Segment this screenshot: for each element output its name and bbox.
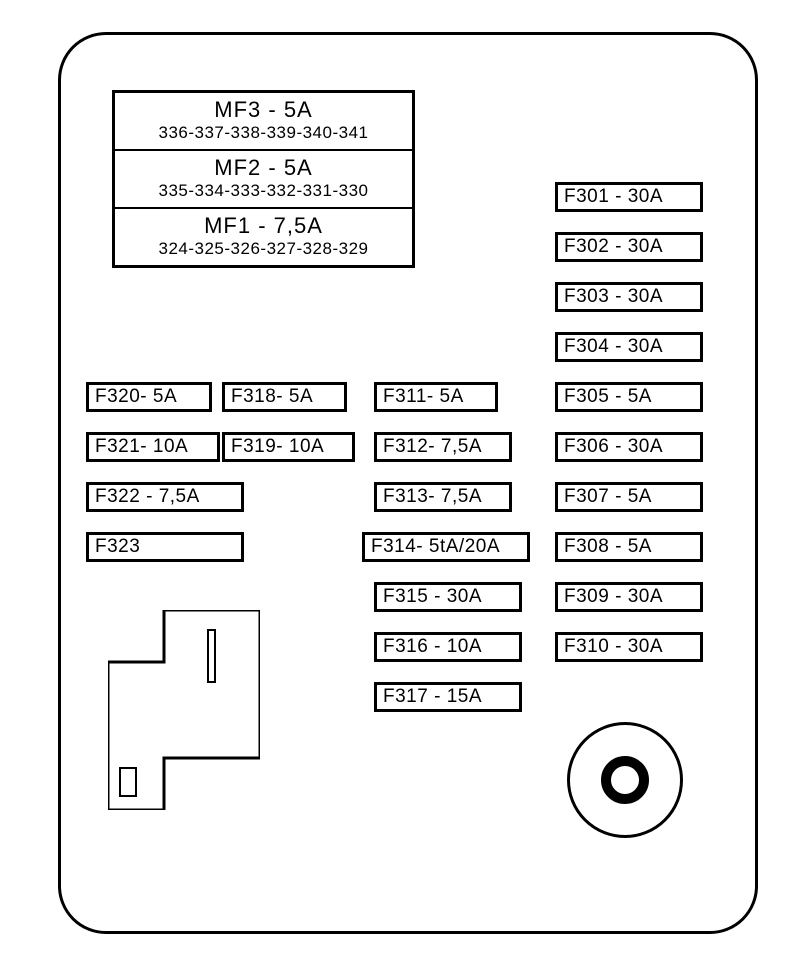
fuse-label: F310 - 30A bbox=[555, 632, 703, 662]
fuse-label: F306 - 30A bbox=[555, 432, 703, 462]
fuse-label: F316 - 10A bbox=[374, 632, 522, 662]
fuse-label: F308 - 5A bbox=[555, 532, 703, 562]
mf-subtitle: 335-334-333-332-331-330 bbox=[121, 181, 406, 201]
fuse-label: F302 - 30A bbox=[555, 232, 703, 262]
mf-fuse-block: MF3 - 5A 336-337-338-339-340-341 MF2 - 5… bbox=[112, 90, 415, 268]
fuse-label: F314- 5tA/20A bbox=[362, 532, 530, 562]
mf-row: MF1 - 7,5A 324-325-326-327-328-329 bbox=[115, 209, 412, 265]
mount-hole-inner-icon bbox=[601, 756, 649, 804]
fuse-label: F312- 7,5A bbox=[374, 432, 512, 462]
mf-title: MF2 - 5A bbox=[121, 155, 406, 181]
mf-title: MF3 - 5A bbox=[121, 97, 406, 123]
fuse-label: F322 - 7,5A bbox=[86, 482, 244, 512]
mf-subtitle: 336-337-338-339-340-341 bbox=[121, 123, 406, 143]
fuse-label: F319- 10A bbox=[222, 432, 355, 462]
fuse-label: F317 - 15A bbox=[374, 682, 522, 712]
fuse-label: F323 bbox=[86, 532, 244, 562]
fuse-label: F304 - 30A bbox=[555, 332, 703, 362]
mf-title: MF1 - 7,5A bbox=[121, 213, 406, 239]
fuse-label: F307 - 5A bbox=[555, 482, 703, 512]
fuse-label: F309 - 30A bbox=[555, 582, 703, 612]
fuse-label: F305 - 5A bbox=[555, 382, 703, 412]
mf-subtitle: 324-325-326-327-328-329 bbox=[121, 239, 406, 259]
fuse-label: F318- 5A bbox=[222, 382, 347, 412]
fuse-label: F303 - 30A bbox=[555, 282, 703, 312]
fuse-label: F315 - 30A bbox=[374, 582, 522, 612]
mf-row: MF2 - 5A 335-334-333-332-331-330 bbox=[115, 151, 412, 209]
relay-icon bbox=[108, 610, 260, 810]
fuse-label: F321- 10A bbox=[86, 432, 220, 462]
mf-row: MF3 - 5A 336-337-338-339-340-341 bbox=[115, 93, 412, 151]
fuse-label: F301 - 30A bbox=[555, 182, 703, 212]
fuse-label: F311- 5A bbox=[374, 382, 498, 412]
fuse-label: F313- 7,5A bbox=[374, 482, 512, 512]
fuse-label: F320- 5A bbox=[86, 382, 212, 412]
